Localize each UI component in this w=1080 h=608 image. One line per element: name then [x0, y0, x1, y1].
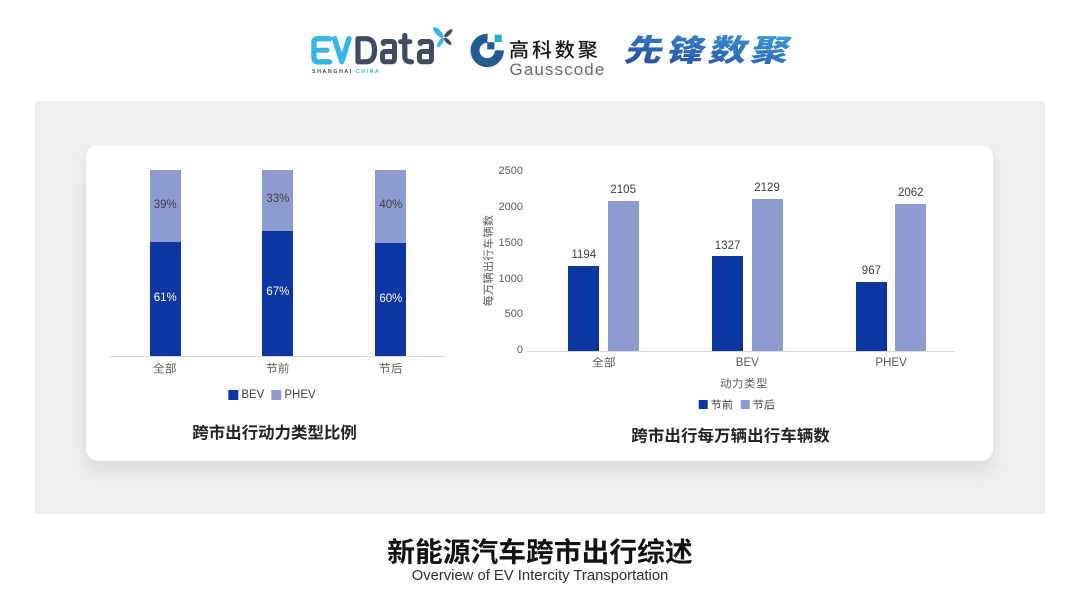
svg-text:SHANGHAI CHINA: SHANGHAI CHINA	[312, 69, 380, 75]
